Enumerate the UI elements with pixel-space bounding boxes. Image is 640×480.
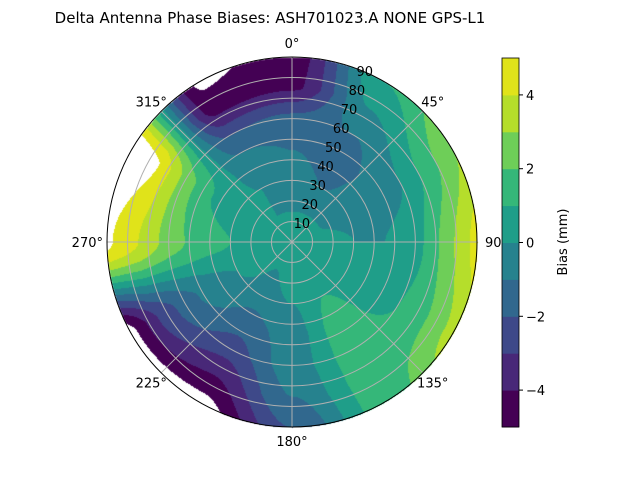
colorbar-tick-label: 2: [526, 163, 534, 178]
r-tick-label: 40: [317, 160, 334, 175]
theta-gridline: [160, 110, 293, 243]
r-tick-label: 20: [301, 198, 318, 213]
r-tick-label: 80: [349, 84, 366, 99]
colorbar-band: [502, 94, 519, 133]
theta-gridline: [160, 241, 293, 374]
theta-gridline: [291, 110, 424, 243]
r-tick-labels: 10 20 30 40 50 60 70 80 90: [294, 65, 373, 232]
theta-tick-label: 0°: [285, 37, 300, 52]
chart-title: Delta Antenna Phase Biases: ASH701023.A …: [55, 9, 486, 27]
r-tick-label: 60: [333, 122, 350, 137]
polar-frame: [106, 56, 478, 428]
colorbar: −4 −2 0 2 4: [501, 57, 545, 428]
theta-tick-label: 180°: [276, 435, 307, 450]
theta-tick-label: 135°: [417, 377, 448, 392]
r-tick-label: 70: [341, 103, 358, 118]
colorbar-band: [502, 242, 519, 280]
theta-tick-label: 270°: [72, 236, 103, 251]
r-tick-label: 50: [325, 141, 342, 156]
colorbar-band: [502, 58, 519, 96]
colorbar-tick-label: −2: [526, 310, 545, 325]
colorbar-tick-label: 4: [526, 89, 534, 104]
colorbar-label: Bias (mm): [556, 209, 571, 276]
r-tick-label: 10: [294, 217, 311, 232]
colorbar-band: [502, 316, 519, 354]
theta-tick-label: 45°: [421, 95, 444, 110]
colorbar-band: [502, 168, 519, 207]
colorbar-band: [502, 279, 519, 317]
colorbar-band: [502, 205, 519, 243]
theta-gridline: [291, 241, 424, 374]
theta-tick-label: 315°: [136, 95, 167, 110]
colorbar-band: [502, 131, 519, 170]
theta-tick-label: 225°: [136, 377, 167, 392]
theta-tick-labels: 0°45°90°135°180°225°270°315°: [72, 37, 508, 450]
colorbar-tick-label: 0: [526, 237, 534, 252]
r-tick-label: 90: [357, 65, 374, 80]
colorbar-tick-label: −4: [526, 384, 545, 399]
colorbar-band: [502, 390, 519, 428]
r-tick-label: 30: [309, 179, 326, 194]
polar-grid: [106, 56, 478, 428]
colorbar-band: [502, 353, 519, 391]
